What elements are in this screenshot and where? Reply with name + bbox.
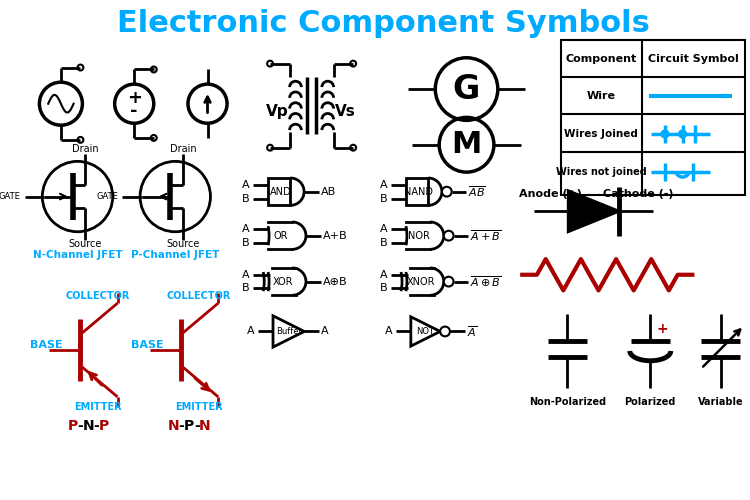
Text: -: - [178, 420, 184, 434]
Text: A+B: A+B [322, 230, 347, 240]
Text: Polarized: Polarized [625, 397, 676, 407]
Text: BASE: BASE [130, 340, 164, 350]
Circle shape [151, 66, 157, 72]
Text: B: B [380, 284, 387, 294]
Text: A: A [380, 270, 387, 280]
Text: Vp: Vp [266, 104, 289, 119]
Text: COLLECTOR: COLLECTOR [166, 292, 231, 302]
Text: B: B [242, 284, 250, 294]
Text: Drain: Drain [170, 144, 196, 154]
Circle shape [679, 130, 686, 138]
Text: Wires not joined: Wires not joined [556, 167, 646, 177]
Text: EMITTER: EMITTER [74, 402, 122, 411]
Text: +: + [656, 322, 668, 336]
Bar [561, 40, 745, 194]
Text: $\overline{A+B}$: $\overline{A+B}$ [470, 228, 502, 243]
Text: Cathode (-): Cathode (-) [603, 188, 674, 198]
Text: N: N [199, 420, 211, 434]
Bar [268, 178, 290, 206]
Circle shape [77, 64, 83, 70]
Text: P: P [99, 420, 109, 434]
Circle shape [442, 187, 452, 196]
Text: P-Channel JFET: P-Channel JFET [131, 250, 220, 260]
Text: NOT: NOT [416, 327, 434, 336]
Text: A: A [242, 180, 250, 190]
Text: +: + [127, 89, 142, 107]
Polygon shape [568, 190, 619, 232]
Text: XOR: XOR [273, 276, 293, 286]
Text: M: M [452, 130, 482, 160]
Text: A: A [380, 224, 387, 234]
Circle shape [267, 145, 273, 150]
Text: P: P [184, 420, 194, 434]
Text: Source: Source [69, 240, 102, 250]
Text: Wires Joined: Wires Joined [565, 129, 638, 139]
Text: P: P [68, 420, 78, 434]
Text: Component: Component [566, 54, 637, 64]
Text: Wire: Wire [587, 91, 616, 101]
Text: EMITTER: EMITTER [175, 402, 223, 411]
Text: Variable: Variable [698, 397, 743, 407]
Text: Buffer: Buffer [276, 327, 302, 336]
Text: BASE: BASE [30, 340, 62, 350]
Text: Electronic Component Symbols: Electronic Component Symbols [117, 9, 650, 38]
Text: NOR: NOR [408, 230, 430, 240]
Text: NAND: NAND [404, 186, 433, 196]
Circle shape [444, 276, 454, 286]
Text: B: B [380, 194, 387, 203]
Text: A: A [380, 180, 387, 190]
Text: Circuit Symbol: Circuit Symbol [648, 54, 739, 64]
Text: OR: OR [274, 230, 288, 240]
Text: A: A [247, 326, 254, 336]
Text: Drain: Drain [72, 144, 99, 154]
Text: A: A [385, 326, 392, 336]
Text: B: B [242, 194, 250, 203]
Text: XNOR: XNOR [406, 276, 435, 286]
Circle shape [267, 60, 273, 66]
Text: AB: AB [321, 186, 336, 196]
Text: Anode (+): Anode (+) [519, 188, 582, 198]
Text: COLLECTOR: COLLECTOR [66, 292, 130, 302]
Text: A: A [242, 270, 250, 280]
Text: Vs: Vs [334, 104, 356, 119]
Circle shape [350, 145, 356, 150]
Text: A: A [321, 326, 328, 336]
Text: N-Channel JFET: N-Channel JFET [33, 250, 122, 260]
Text: A: A [242, 224, 250, 234]
Text: $\overline{A\oplus B}$: $\overline{A\oplus B}$ [470, 274, 502, 289]
Text: -: - [93, 420, 99, 434]
Text: G: G [453, 72, 480, 106]
Text: Non-Polarized: Non-Polarized [529, 397, 606, 407]
Text: N: N [167, 420, 179, 434]
Text: -: - [130, 102, 138, 119]
Circle shape [151, 135, 157, 141]
Text: -: - [194, 420, 200, 434]
Circle shape [444, 231, 454, 240]
Text: $\overline{AB}$: $\overline{AB}$ [468, 184, 486, 199]
Text: A⊕B: A⊕B [322, 276, 347, 286]
Text: $\overline{A}$: $\overline{A}$ [466, 324, 477, 339]
Circle shape [661, 130, 669, 138]
Circle shape [350, 60, 356, 66]
Text: GATE: GATE [0, 192, 21, 201]
Circle shape [440, 326, 450, 336]
Text: Source: Source [166, 240, 200, 250]
Text: N: N [82, 420, 94, 434]
Circle shape [77, 137, 83, 143]
Text: B: B [380, 238, 387, 248]
Text: B: B [242, 238, 250, 248]
Text: AND: AND [270, 186, 292, 196]
Bar [406, 178, 428, 206]
Text: GATE: GATE [97, 192, 118, 201]
Text: -: - [77, 420, 83, 434]
